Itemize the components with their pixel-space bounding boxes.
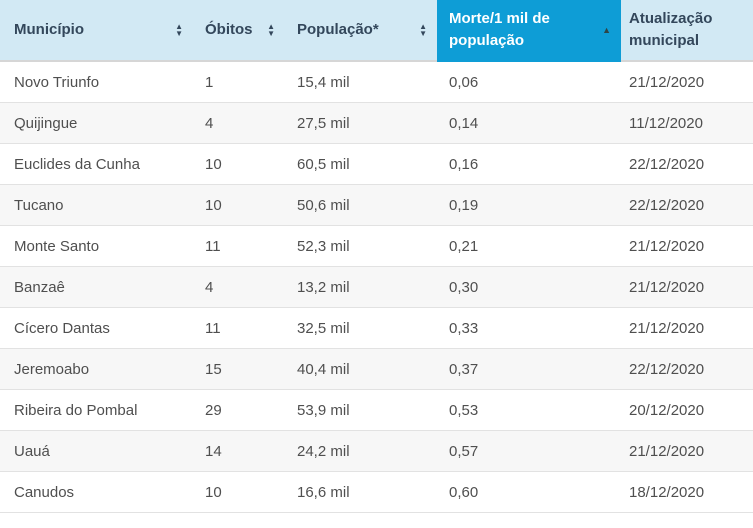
column-header-morte-por-mil[interactable]: Morte/1 mil de população ▲ xyxy=(437,0,621,62)
cell-morte-por-mil: 0,57 xyxy=(437,430,621,472)
table-row: Ribeira do Pombal 29 53,9 mil 0,53 20/12… xyxy=(0,389,753,431)
cell-populacao: 13,2 mil xyxy=(285,266,437,308)
cell-obitos: 29 xyxy=(193,389,285,431)
cell-morte-por-mil: 0,33 xyxy=(437,307,621,349)
cell-populacao: 32,5 mil xyxy=(285,307,437,349)
cell-obitos: 10 xyxy=(193,471,285,513)
cell-populacao: 15,4 mil xyxy=(285,61,437,103)
column-label-obitos: Óbitos xyxy=(205,21,253,39)
municipality-covid-table: Município ▲ ▼ Óbitos ▲ ▼ População* ▲ ▼ Mor… xyxy=(0,0,753,513)
cell-populacao: 50,6 mil xyxy=(285,184,437,226)
table-row: Banzaê 4 13,2 mil 0,30 21/12/2020 xyxy=(0,266,753,308)
table-row: Euclides da Cunha 10 60,5 mil 0,16 22/12… xyxy=(0,143,753,185)
column-header-atualizacao: Atualização municipal xyxy=(621,0,753,62)
cell-obitos: 1 xyxy=(193,61,285,103)
sort-asc-icon: ▲ xyxy=(602,24,611,35)
header-row: Município ▲ ▼ Óbitos ▲ ▼ População* ▲ ▼ Mor… xyxy=(0,0,753,62)
cell-municipio: Canudos xyxy=(0,471,193,513)
cell-morte-por-mil: 0,16 xyxy=(437,143,621,185)
cell-municipio: Novo Triunfo xyxy=(0,61,193,103)
cell-populacao: 16,6 mil xyxy=(285,471,437,513)
cell-morte-por-mil: 0,14 xyxy=(437,102,621,144)
cell-atualizacao: 20/12/2020 xyxy=(621,389,753,431)
cell-morte-por-mil: 0,53 xyxy=(437,389,621,431)
cell-obitos: 11 xyxy=(193,225,285,267)
cell-populacao: 52,3 mil xyxy=(285,225,437,267)
sort-both-icon: ▲ ▼ xyxy=(267,22,275,38)
cell-atualizacao: 22/12/2020 xyxy=(621,143,753,185)
table-body: Novo Triunfo 1 15,4 mil 0,06 21/12/2020 … xyxy=(0,61,753,513)
column-header-obitos[interactable]: Óbitos ▲ ▼ xyxy=(193,0,285,62)
cell-municipio: Cícero Dantas xyxy=(0,307,193,349)
cell-municipio: Tucano xyxy=(0,184,193,226)
cell-atualizacao: 22/12/2020 xyxy=(621,348,753,390)
column-label-populacao: População* xyxy=(297,21,379,39)
column-label-municipio: Município xyxy=(14,21,84,39)
cell-obitos: 14 xyxy=(193,430,285,472)
cell-populacao: 27,5 mil xyxy=(285,102,437,144)
cell-morte-por-mil: 0,30 xyxy=(437,266,621,308)
cell-obitos: 4 xyxy=(193,102,285,144)
cell-morte-por-mil: 0,19 xyxy=(437,184,621,226)
cell-atualizacao: 11/12/2020 xyxy=(621,102,753,144)
cell-atualizacao: 21/12/2020 xyxy=(621,430,753,472)
table-row: Jeremoabo 15 40,4 mil 0,37 22/12/2020 xyxy=(0,348,753,390)
column-header-populacao[interactable]: População* ▲ ▼ xyxy=(285,0,437,62)
cell-obitos: 15 xyxy=(193,348,285,390)
cell-municipio: Jeremoabo xyxy=(0,348,193,390)
cell-municipio: Banzaê xyxy=(0,266,193,308)
cell-municipio: Uauá xyxy=(0,430,193,472)
cell-morte-por-mil: 0,60 xyxy=(437,471,621,513)
cell-municipio: Euclides da Cunha xyxy=(0,143,193,185)
cell-populacao: 60,5 mil xyxy=(285,143,437,185)
cell-municipio: Quijingue xyxy=(0,102,193,144)
table-row: Monte Santo 11 52,3 mil 0,21 21/12/2020 xyxy=(0,225,753,267)
cell-municipio: Ribeira do Pombal xyxy=(0,389,193,431)
cell-populacao: 53,9 mil xyxy=(285,389,437,431)
cell-atualizacao: 21/12/2020 xyxy=(621,266,753,308)
cell-obitos: 4 xyxy=(193,266,285,308)
cell-municipio: Monte Santo xyxy=(0,225,193,267)
sort-both-icon: ▲ ▼ xyxy=(419,22,427,38)
table-row: Tucano 10 50,6 mil 0,19 22/12/2020 xyxy=(0,184,753,226)
cell-obitos: 10 xyxy=(193,184,285,226)
cell-atualizacao: 21/12/2020 xyxy=(621,307,753,349)
cell-atualizacao: 22/12/2020 xyxy=(621,184,753,226)
cell-morte-por-mil: 0,06 xyxy=(437,61,621,103)
cell-obitos: 11 xyxy=(193,307,285,349)
cell-atualizacao: 21/12/2020 xyxy=(621,61,753,103)
column-label-atualizacao: Atualização municipal xyxy=(629,10,713,49)
table-row: Uauá 14 24,2 mil 0,57 21/12/2020 xyxy=(0,430,753,472)
column-header-municipio[interactable]: Município ▲ ▼ xyxy=(0,0,193,62)
sort-both-icon: ▲ ▼ xyxy=(175,22,183,38)
table-row: Novo Triunfo 1 15,4 mil 0,06 21/12/2020 xyxy=(0,61,753,103)
cell-morte-por-mil: 0,37 xyxy=(437,348,621,390)
cell-populacao: 24,2 mil xyxy=(285,430,437,472)
table-row: Cícero Dantas 11 32,5 mil 0,33 21/12/202… xyxy=(0,307,753,349)
table-row: Canudos 10 16,6 mil 0,60 18/12/2020 xyxy=(0,471,753,513)
cell-atualizacao: 18/12/2020 xyxy=(621,471,753,513)
cell-morte-por-mil: 0,21 xyxy=(437,225,621,267)
cell-obitos: 10 xyxy=(193,143,285,185)
cell-atualizacao: 21/12/2020 xyxy=(621,225,753,267)
cell-populacao: 40,4 mil xyxy=(285,348,437,390)
table-row: Quijingue 4 27,5 mil 0,14 11/12/2020 xyxy=(0,102,753,144)
column-label-morte-por-mil: Morte/1 mil de população xyxy=(449,10,550,49)
